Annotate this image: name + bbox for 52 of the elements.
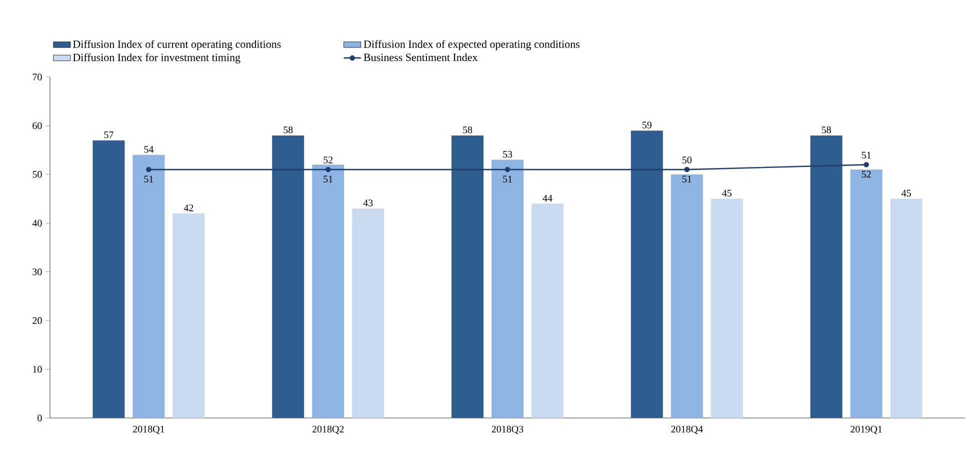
data-label: 58	[463, 126, 472, 134]
data-label: 51	[324, 176, 333, 182]
bar	[630, 130, 663, 418]
x-tick-label: 2018Q3	[492, 426, 524, 434]
data-label: 42	[184, 204, 194, 212]
legend-label: Diffusion Index of current operating conditions	[73, 40, 281, 50]
data-label: 45	[722, 190, 732, 197]
bar	[172, 213, 205, 418]
data-label: 58	[284, 126, 293, 134]
x-tick-label: 2019Q1	[850, 426, 882, 434]
y-tick-label: 10	[33, 366, 42, 373]
legend-label: Diffusion Index of expected operating conditions	[364, 40, 580, 50]
bar	[532, 204, 564, 418]
data-label: 51	[682, 176, 692, 182]
y-tick-label: 50	[32, 171, 42, 178]
x-tick-label: 2018Q1	[133, 426, 164, 434]
bar	[452, 135, 484, 418]
bar	[92, 140, 125, 418]
bar	[272, 135, 304, 418]
bar	[312, 164, 344, 418]
y-tick-label: 70	[32, 74, 42, 80]
legend-label: Business Sentiment Index	[364, 53, 478, 62]
bar	[850, 170, 882, 418]
y-tick-label: 30	[32, 268, 42, 276]
x-tick-label: 2018Q4	[671, 426, 703, 434]
bar	[352, 208, 384, 418]
y-tick-label: 20	[32, 317, 42, 324]
data-label: 58	[822, 126, 831, 134]
bar	[492, 160, 524, 418]
data-label: 51	[862, 152, 871, 158]
data-label: 51	[144, 176, 154, 182]
bar	[810, 135, 842, 418]
x-tick-label: 2018Q2	[312, 426, 344, 434]
data-label: 52	[862, 170, 871, 178]
y-tick-label: 0	[38, 414, 42, 422]
bar	[132, 154, 165, 418]
data-label: 43	[363, 200, 373, 206]
data-label: 50	[682, 156, 692, 164]
bar	[710, 198, 743, 418]
data-label: 57	[104, 131, 114, 138]
data-label: 51	[503, 176, 512, 182]
bar	[890, 198, 922, 418]
data-label: 54	[144, 146, 154, 153]
data-label: 59	[642, 122, 652, 128]
data-label: 45	[902, 190, 911, 197]
y-tick-label: 60	[32, 122, 42, 130]
bar	[670, 174, 703, 418]
legend-label: Diffusion Index for investment timing	[73, 53, 240, 64]
data-label: 44	[542, 194, 552, 202]
data-label: 52	[324, 156, 333, 164]
y-tick-label: 40	[32, 220, 42, 227]
data-label: 53	[503, 150, 512, 158]
